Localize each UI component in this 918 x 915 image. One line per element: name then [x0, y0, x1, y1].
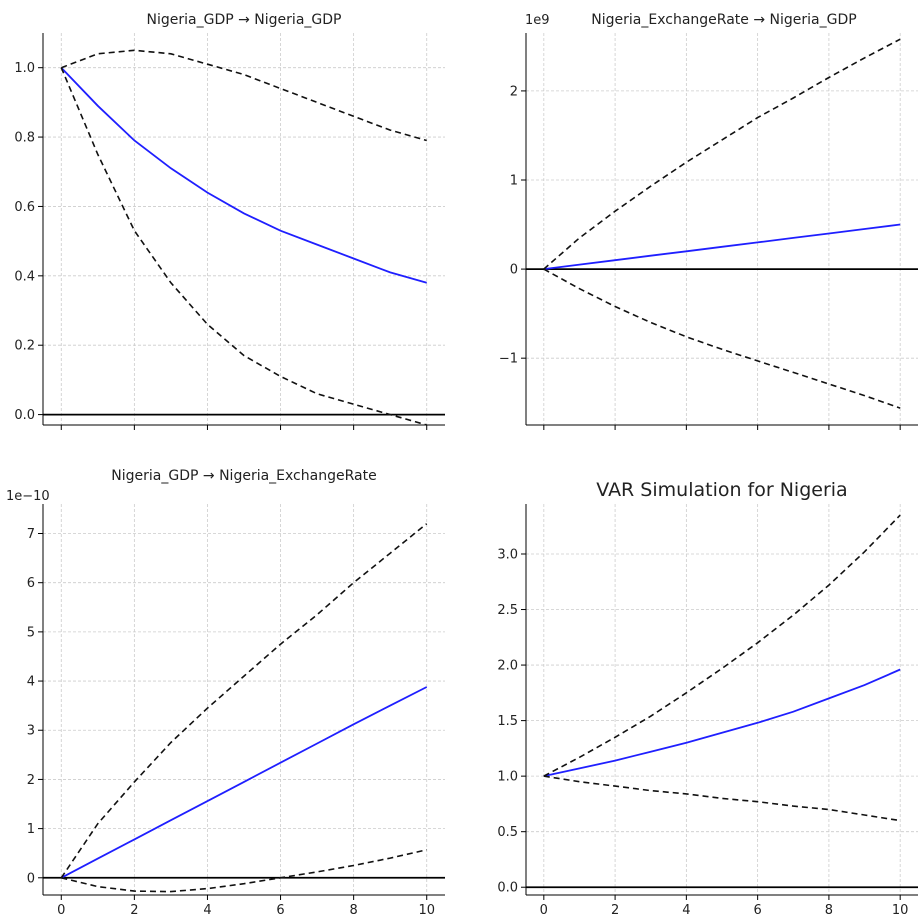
x-tick-label: 0 [57, 903, 65, 915]
y-scale-label: 1e9 [525, 13, 550, 28]
y-tick-label: 0.0 [14, 408, 35, 423]
confidence-upper-line [543, 38, 901, 270]
chart-panel-2: −1 0 1 2 Nigeria_ExchangeRate → Nigeria_GDP 1… [499, 12, 918, 430]
chart-panel-3: 0 2 4 6 8 10 0 1 2 3 4 5 6 7 Nigeria_GDP → Nigeria_Exc… [6, 468, 445, 915]
x-tick-label: 0 [540, 903, 548, 915]
chart-title: Nigeria_GDP → Nigeria_GDP [147, 12, 342, 28]
confidence-lower-line [61, 849, 427, 893]
y-tick-label: 0.4 [14, 269, 35, 284]
y-tick-label: 1.0 [14, 61, 35, 76]
y-tick-label: 4 [27, 675, 35, 690]
x-tick-label: 10 [418, 903, 435, 915]
x-tick-label: 4 [682, 903, 690, 915]
y-tick-label: −1 [499, 352, 518, 367]
y-tick-label: 1.0 [497, 770, 518, 785]
chart-title: Nigeria_ExchangeRate → Nigeria_GDP [591, 12, 856, 28]
confidence-lower-line [543, 268, 901, 409]
x-tick-label: 8 [349, 903, 357, 915]
x-tick-label: 2 [611, 903, 619, 915]
chart-title: Nigeria_GDP → Nigeria_ExchangeRate [111, 468, 376, 484]
y-tick-label: 0.2 [14, 339, 35, 354]
chart-panel-1: 0.0 0.2 0.4 0.6 0.8 1.0 Nigeria_GDP → Nigeria_… [14, 12, 445, 430]
y-tick-label: 0 [510, 263, 518, 278]
x-tick-label: 10 [892, 903, 909, 915]
y-tick-label: 1.5 [497, 714, 518, 729]
y-tick-label: 6 [27, 576, 35, 591]
y-scale-label: 1e−10 [6, 489, 50, 504]
y-tick-label: 0 [27, 871, 35, 886]
x-tick-label: 6 [753, 903, 761, 915]
y-tick-label: 2.0 [497, 659, 518, 674]
y-tick-label: 1 [27, 822, 35, 837]
y-tick-label: 7 [27, 527, 35, 542]
x-tick-label: 8 [825, 903, 833, 915]
y-tick-label: 2 [510, 84, 518, 99]
y-tick-label: 3.0 [497, 547, 518, 562]
y-tick-label: 5 [27, 625, 35, 640]
irf-response-line [543, 668, 901, 777]
y-tick-label: 2.5 [497, 603, 518, 618]
x-tick-label: 2 [130, 903, 138, 915]
irf-response-line [60, 67, 427, 284]
y-tick-label: 3 [27, 724, 35, 739]
x-tick-label: 6 [276, 903, 284, 915]
y-tick-label: 0.5 [497, 825, 518, 840]
y-tick-label: 1 [510, 174, 518, 189]
confidence-upper-line [60, 523, 428, 879]
confidence-upper-line [543, 514, 901, 777]
y-tick-label: 0.0 [497, 881, 518, 896]
y-tick-label: 0.8 [14, 131, 35, 146]
confidence-upper-line [61, 49, 427, 142]
x-tick-label: 4 [203, 903, 211, 915]
irf-response-line [60, 686, 428, 879]
chart-title: VAR Simulation for Nigeria [596, 479, 847, 501]
confidence-lower-line [543, 775, 901, 822]
irf-response-line [543, 223, 901, 270]
chart-panel-4: 0 2 4 6 8 10 0.0 0.5 1.0 1.5 2.0 2.5 3.0 VAR Simulati… [497, 479, 918, 915]
confidence-lower-line [60, 67, 427, 426]
y-tick-label: 0.6 [14, 200, 35, 215]
y-tick-label: 2 [27, 773, 35, 788]
